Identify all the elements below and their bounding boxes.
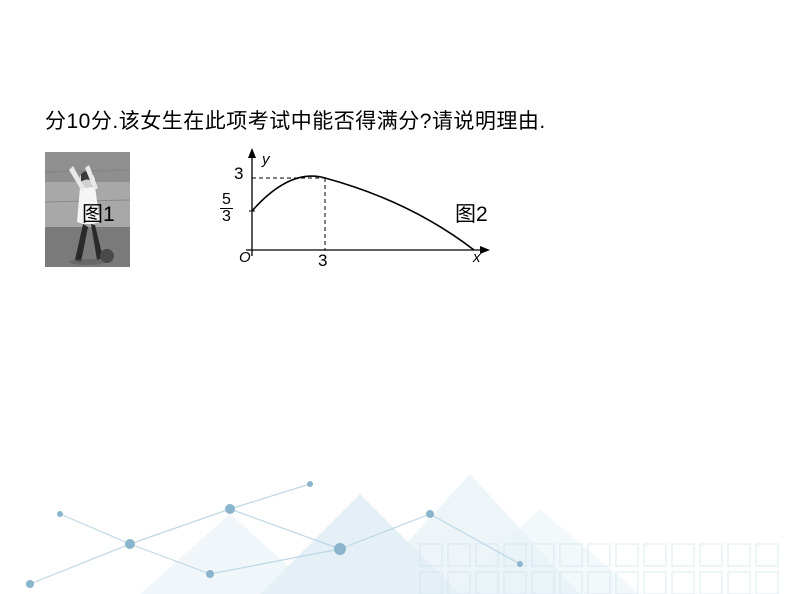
y-axis-label: y	[262, 151, 270, 168]
trajectory-curve	[252, 176, 474, 250]
x-axis-label: x	[473, 249, 481, 266]
figure1-label: 图1	[82, 198, 115, 228]
y-tick-fraction: 5 3	[220, 192, 233, 225]
fraction-numerator: 5	[220, 192, 233, 209]
x-axis-arrow	[480, 246, 490, 254]
y-axis-arrow	[248, 148, 256, 158]
y-tick-3: 3	[234, 164, 243, 184]
origin-label: O	[239, 249, 251, 266]
fraction-denominator: 3	[220, 209, 233, 225]
question-text: 分10分.该女生在此项考试中能否得满分?请说明理由.	[45, 105, 546, 135]
x-tick-3: 3	[318, 251, 327, 271]
trajectory-chart	[210, 148, 495, 266]
decorative-footer	[0, 454, 794, 594]
figure2-label: 图2	[455, 198, 488, 228]
triangle-pattern	[140, 474, 640, 594]
